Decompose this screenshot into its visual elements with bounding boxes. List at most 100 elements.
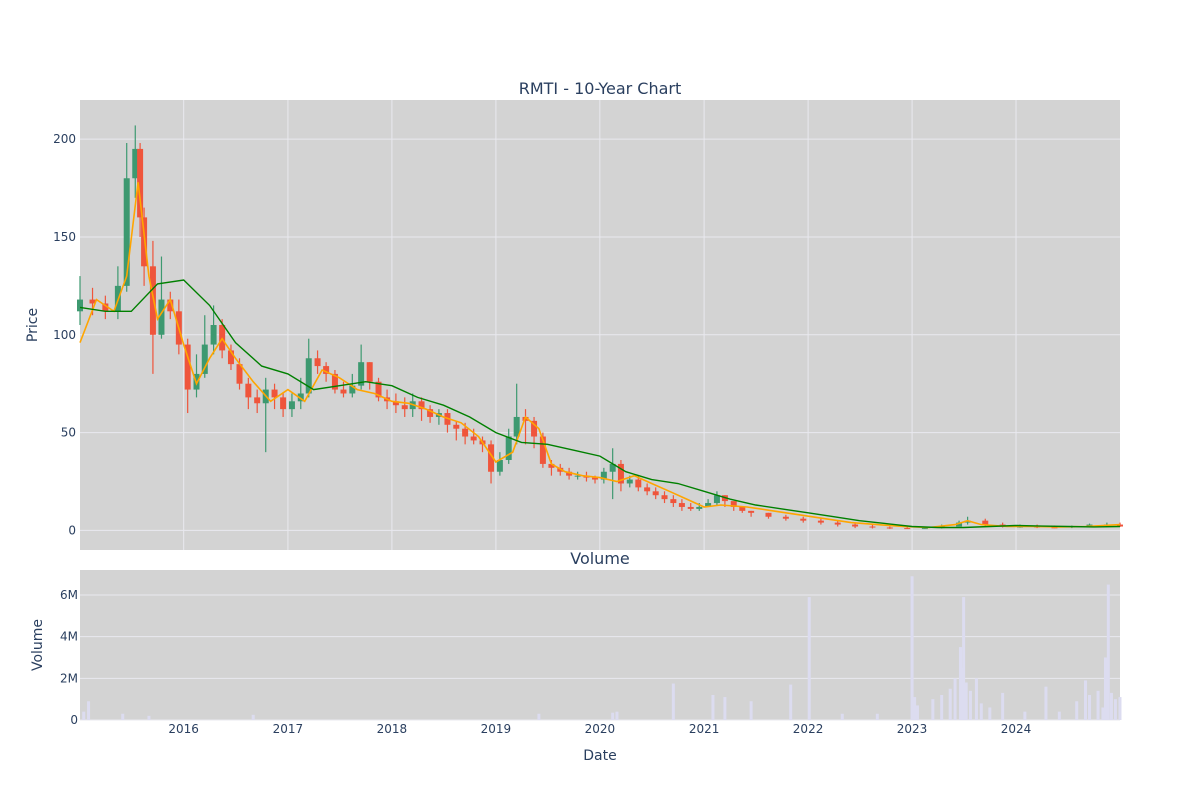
volume-bar xyxy=(1075,701,1079,720)
volume-bar xyxy=(840,713,844,720)
candle-body xyxy=(635,479,642,488)
candle-body xyxy=(184,344,191,390)
candle-body xyxy=(765,512,772,517)
volume-gridlines xyxy=(80,594,1120,721)
price-long-average-line xyxy=(79,279,1121,529)
candle-body xyxy=(340,389,347,394)
volume-bar xyxy=(121,713,125,720)
candle-body xyxy=(375,381,382,398)
volume-bar xyxy=(789,684,793,720)
date-tick-label: 2020 xyxy=(585,722,616,736)
volume-bar xyxy=(749,701,753,720)
volume-bar xyxy=(915,705,919,720)
candle-body xyxy=(739,506,746,511)
candle-body xyxy=(149,266,156,335)
volume-bar xyxy=(1088,695,1092,720)
volume-bar xyxy=(1113,699,1117,720)
date-tick-label: 2019 xyxy=(481,722,512,736)
date-tick-label: 2018 xyxy=(377,722,408,736)
volume-y-tick-labels: 0 2M 4M 6M xyxy=(60,588,78,727)
candle-body xyxy=(687,506,694,509)
candle-body xyxy=(323,366,330,374)
price-candlestick-series xyxy=(77,125,1123,530)
volume-bar xyxy=(931,699,935,720)
volume-bar xyxy=(537,713,541,720)
candle-body xyxy=(782,516,789,519)
candle-body xyxy=(513,416,520,437)
price-y-tick-labels: 0 50 100 150 200 xyxy=(53,132,76,537)
candle-body xyxy=(574,475,581,477)
candle-body xyxy=(427,409,434,417)
volume-bar xyxy=(875,713,879,720)
candle-body xyxy=(921,528,928,530)
candle-body xyxy=(496,460,503,472)
candle-body xyxy=(964,520,971,523)
volume-bar xyxy=(913,697,917,720)
candle-body xyxy=(392,401,399,406)
candle-body xyxy=(592,477,599,480)
volume-y-tick-label: 2M xyxy=(60,671,78,685)
candle-body xyxy=(167,299,174,312)
volume-bar-series xyxy=(82,576,1122,720)
volume-bar xyxy=(807,597,811,720)
volume-chart-title: Volume xyxy=(570,549,630,568)
price-y-axis-title: Price xyxy=(25,308,41,342)
candle-body xyxy=(705,503,712,507)
date-tick-label: 2021 xyxy=(689,722,720,736)
date-tick-label: 2024 xyxy=(1001,722,1032,736)
volume-bar xyxy=(974,678,978,720)
price-y-tick-label: 200 xyxy=(53,132,76,146)
candle-body xyxy=(297,393,304,402)
candle-body xyxy=(566,471,573,476)
candle-body xyxy=(123,178,130,286)
volume-bar xyxy=(964,682,968,720)
candle-body xyxy=(886,527,893,529)
volume-bar xyxy=(960,667,964,720)
candle-body xyxy=(314,358,321,367)
volume-bar xyxy=(711,695,715,720)
candle-body xyxy=(505,436,512,460)
candle-body xyxy=(89,299,96,304)
candle-body xyxy=(305,358,312,394)
volume-y-tick-label: 6M xyxy=(60,588,78,602)
volume-bar xyxy=(82,711,86,720)
candle-body xyxy=(401,405,408,410)
price-short-average-line xyxy=(79,182,1121,529)
candle-body xyxy=(288,401,295,410)
candle-body xyxy=(609,463,616,472)
candle-body xyxy=(652,491,659,496)
candle-body xyxy=(331,373,338,390)
candle-body xyxy=(617,463,624,484)
volume-bar xyxy=(1023,711,1027,720)
candle-body xyxy=(280,397,287,410)
candle-body xyxy=(982,520,989,525)
candle-body xyxy=(817,520,824,523)
candle-body xyxy=(696,506,703,509)
volume-bar xyxy=(968,690,972,720)
candle-body xyxy=(904,528,911,530)
volume-bar xyxy=(1044,686,1048,720)
volume-bar xyxy=(1001,692,1005,720)
candle-body xyxy=(531,420,538,437)
volume-bar xyxy=(723,697,727,720)
candle-body xyxy=(210,325,217,345)
candle-body xyxy=(488,444,495,472)
price-y-tick-label: 100 xyxy=(53,328,76,342)
volume-bar xyxy=(1109,692,1113,720)
volume-bar xyxy=(671,683,675,720)
candle-body xyxy=(77,299,83,312)
candle-body xyxy=(201,344,208,374)
volume-y-axis-title: Volume xyxy=(30,619,46,671)
candle-body xyxy=(548,463,555,468)
candle-body xyxy=(1051,527,1058,529)
volume-bar xyxy=(147,715,151,720)
volume-bar xyxy=(615,711,619,720)
volume-bar xyxy=(1101,707,1105,720)
price-gridlines xyxy=(80,100,1120,550)
volume-bar xyxy=(611,712,615,720)
volume-bar xyxy=(1118,697,1122,720)
candle-body xyxy=(834,522,841,525)
volume-bar xyxy=(953,678,957,720)
candle-body xyxy=(956,522,963,527)
